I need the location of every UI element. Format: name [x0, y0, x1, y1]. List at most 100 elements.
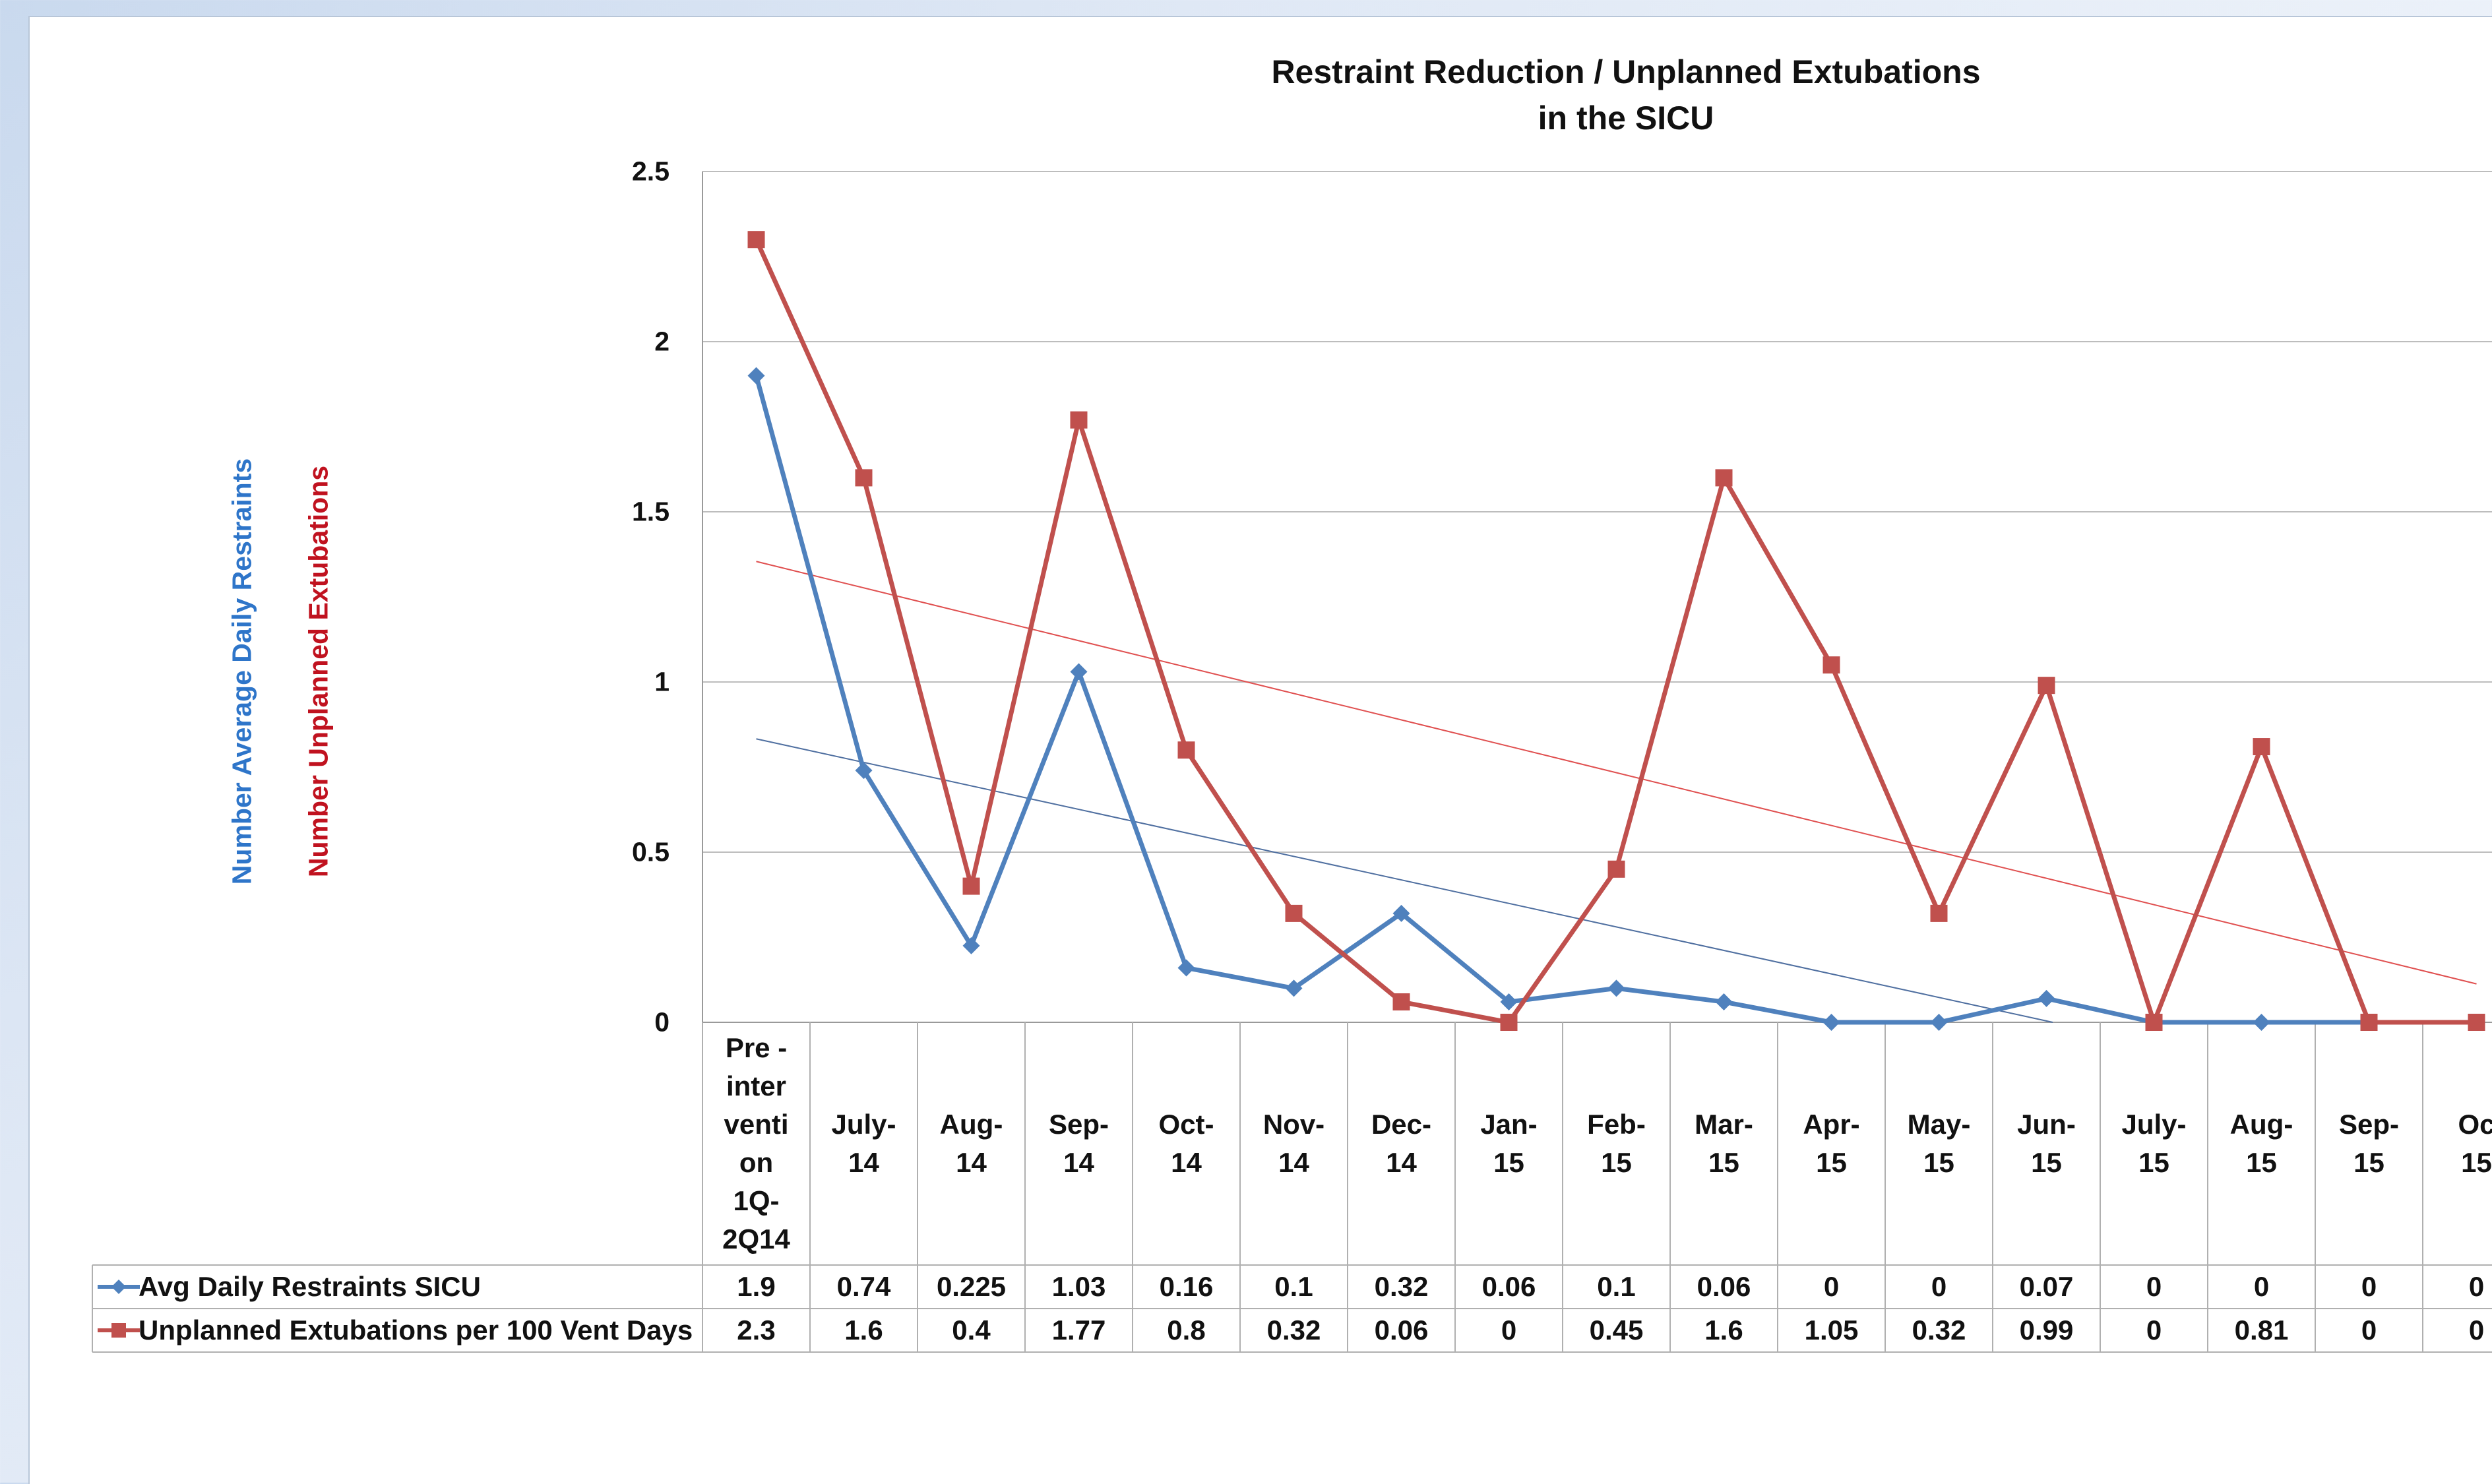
y-tick-label: 0.5 [632, 836, 670, 867]
series-lines [754, 238, 2477, 1025]
table-cell: 1.9 [737, 1271, 776, 1302]
data-point-square [2360, 1014, 2378, 1031]
data-table-lines [92, 1022, 2492, 1353]
trendline [756, 738, 2053, 1023]
data-point-square [1070, 411, 1088, 429]
table-cell: 0.06 [1481, 1271, 1536, 1302]
data-point-diamond [2253, 1014, 2270, 1031]
x-category-label: Dec- 14 [1371, 1109, 1432, 1178]
table-cell: 0 [2361, 1271, 2377, 1302]
data-point-diamond [1822, 1014, 1840, 1031]
data-point-diamond [1177, 959, 1195, 977]
table-cell: 0.74 [836, 1271, 891, 1302]
table-cell: 0.1 [1274, 1271, 1313, 1302]
x-category-label: Aug- 14 [939, 1109, 1003, 1178]
y-tick-label: 1.5 [632, 496, 670, 527]
data-point-square [1392, 993, 1410, 1011]
gridlines [702, 171, 2492, 1023]
table-cell: 0.16 [1159, 1271, 1214, 1302]
data-point-diamond [1930, 1014, 1948, 1031]
data-point-diamond [747, 367, 765, 385]
data-point-square [962, 877, 980, 895]
data-point-square [1177, 741, 1195, 759]
data-point-diamond [1070, 663, 1088, 681]
data-point-diamond [1500, 993, 1518, 1011]
table-cell: 1.03 [1051, 1271, 1106, 1302]
chart-title-line-2: in the SICU [1538, 100, 1714, 137]
table-row-label: Avg Daily Restraints SICU [139, 1271, 481, 1302]
table-cell: 0.4 [952, 1314, 991, 1345]
data-point-square [1500, 1014, 1518, 1031]
table-cell: 1.05 [1804, 1314, 1859, 1345]
table-cell: 1.77 [1051, 1314, 1106, 1345]
legend-key-marker [111, 1280, 126, 1294]
table-cell: 0.32 [1912, 1314, 1966, 1345]
y-tick-label: 0 [654, 1006, 670, 1037]
x-category-label: Aug- 15 [2229, 1109, 2293, 1178]
x-category-label: Sep- 15 [2338, 1109, 2399, 1178]
table-cell: 0 [2253, 1271, 2270, 1302]
table-cell: 0.99 [2019, 1314, 2074, 1345]
data-point-diamond [1715, 993, 1733, 1011]
data-point-square [2038, 677, 2055, 695]
table-cell: 0.32 [1266, 1314, 1321, 1345]
trendlines [756, 561, 2477, 1023]
table-cell: 0 [2468, 1271, 2485, 1302]
x-category-label: Jan- 15 [1480, 1109, 1538, 1178]
x-category-label: Oct- 14 [1158, 1109, 1214, 1178]
y-tick-label: 2 [654, 326, 670, 357]
table-cell: 0 [2146, 1314, 2162, 1345]
data-point-square [1930, 904, 1948, 922]
x-category-label: Apr- 15 [1803, 1109, 1860, 1178]
data-point-square [1715, 469, 1733, 487]
trendline [756, 561, 2477, 985]
table-cell: 0.8 [1167, 1314, 1206, 1345]
table-cell: 0 [1501, 1314, 1517, 1345]
data-point-square [2468, 1014, 2485, 1031]
series-line [754, 238, 2477, 1025]
y-tick-label: 1 [654, 666, 670, 697]
x-category-label: May- 15 [1907, 1109, 1971, 1178]
data-point-square [855, 469, 873, 487]
x-category-label: July- 14 [831, 1109, 896, 1178]
table-cell: 0.225 [936, 1271, 1007, 1302]
table-cell: 0.45 [1589, 1314, 1644, 1345]
table-cell: 2.3 [737, 1314, 776, 1345]
table-cell: 0.06 [1374, 1314, 1429, 1345]
data-point-diamond [1285, 979, 1303, 997]
table-cell: 0 [1823, 1271, 1840, 1302]
x-category-label: Nov- 14 [1262, 1109, 1325, 1178]
x-category-label: Oc 15 [2458, 1109, 2492, 1178]
data-point-diamond [855, 762, 873, 780]
table-cell: 0.32 [1374, 1271, 1429, 1302]
x-category-label: Sep- 14 [1048, 1109, 1109, 1178]
table-cell: 0 [2468, 1314, 2485, 1345]
y-axis-label-extubations: Number Unplanned Extubations [303, 465, 334, 878]
data-point-square [2145, 1014, 2163, 1031]
table-cell: 0.06 [1697, 1271, 1751, 1302]
data-point-diamond [1392, 904, 1410, 922]
table-row-label: Unplanned Extubations per 100 Vent Days [139, 1314, 693, 1345]
table-cell: 0 [2361, 1314, 2377, 1345]
legend-key-marker [111, 1323, 126, 1338]
x-category-label: July- 15 [2121, 1109, 2187, 1178]
chart-title-line-1: Restraint Reduction / Unplanned Extubati… [1271, 53, 1981, 90]
x-category-label: Pre - inter venti on 1Q- 2Q14 [722, 1032, 790, 1254]
data-point-square [1607, 860, 1625, 878]
data-point-diamond [962, 937, 980, 954]
data-point-diamond [1607, 979, 1625, 997]
series-markers [747, 231, 2485, 1031]
y-tick-label: 2.5 [632, 156, 670, 187]
table-cell: 0.07 [2019, 1271, 2074, 1302]
table-cell: 1.6 [844, 1314, 883, 1345]
data-point-square [747, 231, 765, 249]
data-point-diamond [2038, 989, 2055, 1007]
x-category-label: Mar- 15 [1695, 1109, 1753, 1178]
table-cell: 0.81 [2234, 1314, 2289, 1345]
x-category-label: Jun- 15 [2017, 1109, 2076, 1178]
data-point-square [2253, 738, 2270, 756]
x-category-label: Feb- 15 [1587, 1109, 1646, 1178]
chart-frame [28, 16, 2492, 1484]
legend-keys [98, 1280, 140, 1338]
